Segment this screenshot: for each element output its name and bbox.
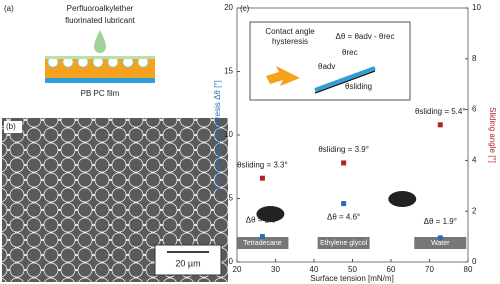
value-label: Δθ = 4.6° [327, 213, 360, 222]
x-tick-label: 30 [271, 265, 280, 274]
y-tick-label: 15 [224, 67, 233, 76]
y-axis-title: Contact angle hysteresis Δθ [°] [213, 80, 222, 189]
point [341, 160, 347, 166]
y-tick-label: 20 [224, 3, 233, 12]
droplet [256, 206, 285, 222]
y2-tick-label: 10 [472, 3, 481, 12]
liquid-label: Ethylene glycol [320, 240, 368, 247]
tilted-surface [314, 70, 376, 94]
inset-rec: θrec [342, 48, 358, 57]
tilted-surface [314, 66, 376, 92]
y2-tick-label: 0 [472, 257, 477, 266]
y2-axis-title: Sliding angle [°] [488, 107, 497, 163]
panel-label: (c) [240, 4, 250, 13]
lubricant-layer [45, 56, 155, 59]
panel-label: (b) [6, 122, 16, 131]
y2-tick-label: 6 [472, 105, 477, 114]
inset-title: Contact angle [265, 27, 315, 36]
point [437, 235, 443, 241]
lubricant-label: fluorinated lubricant [65, 16, 136, 25]
liquid-label: Water [431, 240, 450, 247]
x-tick-label: 60 [387, 265, 396, 274]
liquid-label: Tetradecane [243, 240, 282, 247]
x-tick-label: 50 [348, 265, 357, 274]
point [437, 122, 443, 128]
y-tick-label: 10 [224, 130, 233, 139]
inset-sliding: θsliding [345, 82, 372, 91]
drop [94, 30, 106, 53]
liquid-box [414, 237, 467, 249]
arrow [266, 66, 300, 86]
film-base [45, 78, 155, 83]
y-tick-label: 0 [229, 257, 234, 266]
pores [47, 56, 149, 68]
x-tick-label: 20 [233, 265, 242, 274]
point [341, 201, 347, 207]
value-label: Δθ = 1.9° [424, 217, 457, 226]
scale-box [154, 244, 222, 276]
x-axis-title: Surface tension [mN/m] [310, 274, 394, 283]
liquid-box [317, 237, 370, 249]
inset-title: hysteresis [272, 37, 308, 46]
film-label: PB PC film [81, 89, 120, 98]
x-tick-label: 70 [425, 265, 434, 274]
scale-label: 20 µm [175, 258, 200, 268]
value-label: θsliding = 3.9° [318, 145, 369, 154]
inset-adv: θadv [318, 62, 335, 71]
value-label: Δθ = 2.0° [246, 216, 279, 225]
label-box [4, 121, 22, 133]
y-tick-label: 5 [229, 194, 234, 203]
value-label: θsliding = 3.3° [237, 160, 288, 169]
liquid-box [236, 237, 289, 249]
droplet [388, 191, 417, 207]
x-tick-label: 40 [310, 265, 319, 274]
inset-equation: Δθ = θadv - θrec [336, 32, 395, 41]
point [259, 175, 265, 181]
y2-tick-label: 4 [472, 156, 477, 165]
y2-tick-label: 8 [472, 54, 477, 63]
panel-label: (a) [4, 4, 14, 13]
x-tick-label: 80 [464, 265, 473, 274]
lubricant-label: Perfluoroalkylether [67, 4, 134, 13]
point [259, 234, 265, 240]
value-label: θsliding = 5.4° [415, 107, 466, 116]
y2-tick-label: 2 [472, 206, 477, 215]
